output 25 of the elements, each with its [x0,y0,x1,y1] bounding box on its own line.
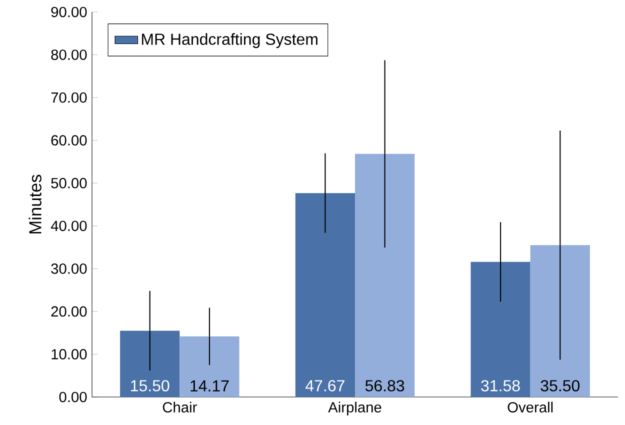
data-label: 56.83 [365,380,404,392]
y-tick-label: 80.00 [51,50,87,60]
legend-label: MR Handcrafting System [142,33,318,48]
y-tick-label: 50.00 [51,178,87,188]
x-tick-label: Chair [162,402,197,412]
bar [470,262,530,398]
y-tick-label: 20.00 [51,306,87,317]
bar [354,154,415,398]
y-tick-label: 30.00 [51,263,87,274]
data-label: 47.67 [306,380,344,392]
bar [180,336,240,398]
data-label: 14.17 [190,380,229,392]
y-axis-title: Minutes [28,174,42,234]
x-tick-label: Overall [508,402,553,412]
y-tick-label: 70.00 [51,92,87,103]
data-label: 35.50 [540,380,580,392]
y-tick-label: 40.00 [50,220,87,232]
x-tick-label: Airplane [328,402,382,416]
bar [295,193,355,398]
y-tick-label: 0.00 [59,392,87,402]
data-label: 15.50 [131,380,170,392]
y-tick-label: 90.00 [51,6,87,18]
y-tick-label: 60.00 [51,135,87,146]
y-tick-label: 10.00 [52,349,87,360]
data-label: 31.58 [481,380,520,392]
